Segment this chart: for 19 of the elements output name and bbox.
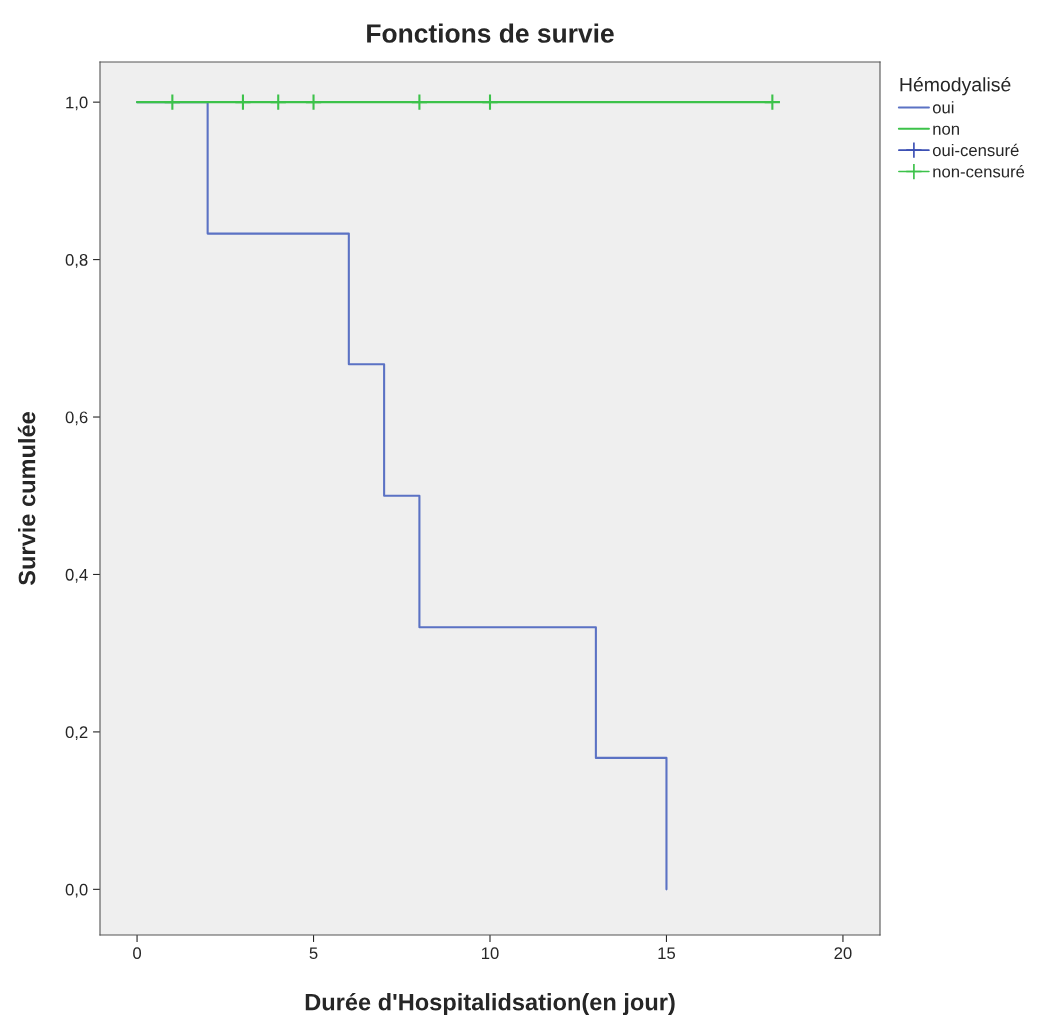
x-tick-label: 15 xyxy=(658,947,676,960)
y-tick-label: 0,8 xyxy=(65,253,88,268)
y-tick-label: 1,0 xyxy=(66,96,88,111)
legend-label: oui-censuré xyxy=(932,143,1019,157)
legend-title: Hémodyalisé xyxy=(900,77,1011,96)
x-axis-title: Durée d'Hospitalidsation(en jour) xyxy=(305,992,675,1016)
y-tick-label: 0,6 xyxy=(65,411,88,426)
x-tick-label: 5 xyxy=(309,947,318,960)
y-tick-label: 0,2 xyxy=(65,726,88,741)
x-tick-label: 10 xyxy=(482,947,499,960)
legend-label: non xyxy=(933,125,959,135)
legend-label: oui xyxy=(932,101,954,114)
chart-title: Fonctions de survie xyxy=(367,23,614,43)
y-tick-label: 0,4 xyxy=(65,568,88,583)
x-tick-label: 20 xyxy=(834,947,852,960)
x-tick-label: 0 xyxy=(133,947,142,960)
y-axis-title: Survie cumulée xyxy=(17,412,36,586)
y-tick-label: 0,0 xyxy=(65,883,88,898)
legend-label: non-censuré xyxy=(933,165,1025,178)
